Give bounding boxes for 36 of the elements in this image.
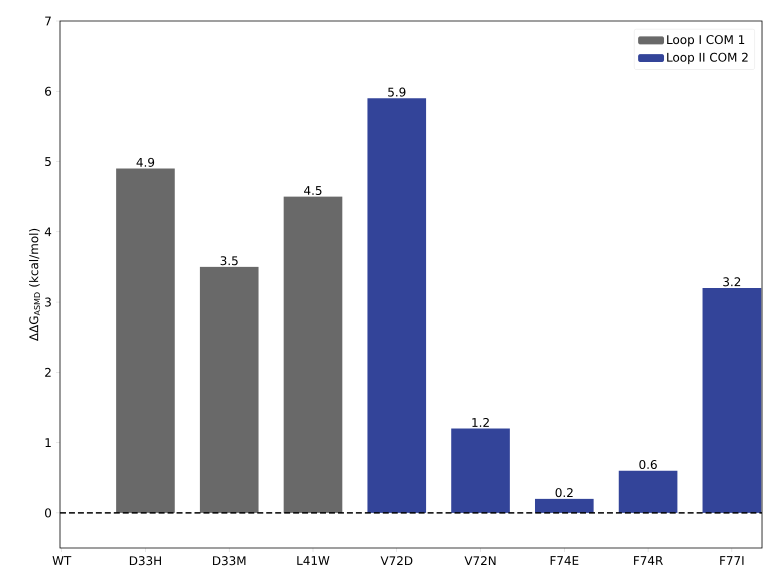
data-label: 0.6 <box>639 460 657 470</box>
y-tick-label: 3 <box>45 298 51 307</box>
data-label: 3.5 <box>220 256 238 266</box>
x-tick-label: V72N <box>464 556 496 566</box>
data-label: 5.9 <box>388 88 406 97</box>
bar <box>618 470 678 513</box>
x-tick-label: F77I <box>720 556 744 565</box>
y-axis-title: ΔΔG$_{ASMD}$ (kcal/mol) <box>29 228 40 342</box>
x-tick-label: D33H <box>130 556 161 566</box>
x-tick-label: V72D <box>380 556 412 566</box>
data-label: 0.2 <box>556 488 573 498</box>
bar <box>116 168 175 513</box>
x-tick-label: WT <box>52 556 72 565</box>
data-label: 3.2 <box>723 277 740 286</box>
data-label: 4.5 <box>304 186 322 195</box>
data-label: 4.9 <box>136 158 154 167</box>
x-tick-label: F74R <box>634 556 663 565</box>
bar <box>451 428 510 513</box>
data-label: 1.2 <box>472 418 489 427</box>
y-tick-label: 1 <box>46 438 51 447</box>
bar <box>534 498 594 513</box>
bar <box>367 98 426 513</box>
bar <box>284 196 342 513</box>
legend-label: Loop I COM 1 <box>667 35 744 46</box>
y-tick-label: 7 <box>45 16 51 26</box>
y-tick-label: 4 <box>44 227 52 236</box>
bar <box>702 288 762 513</box>
x-tick-label: F74E <box>550 556 578 565</box>
y-tick-label: 0 <box>45 508 52 518</box>
legend-label: Loop II COM 2 <box>667 52 748 64</box>
x-tick-label: D33M <box>213 556 246 566</box>
bar <box>200 266 259 513</box>
y-tick-label: 2 <box>45 368 51 377</box>
y-tick-label: 6 <box>45 86 52 96</box>
x-tick-label: L41W <box>297 556 330 565</box>
y-tick-label: 5 <box>45 157 51 166</box>
